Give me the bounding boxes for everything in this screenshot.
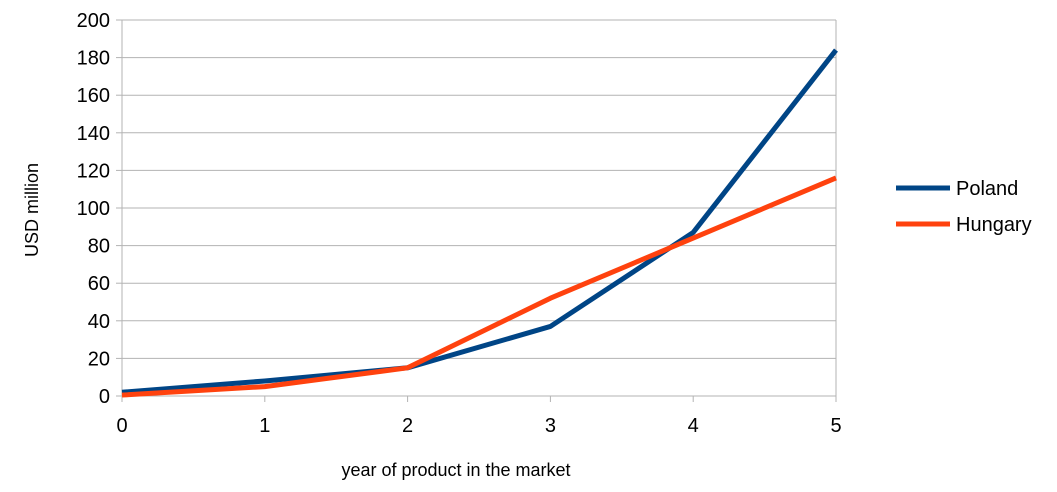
y-tick-label: 60: [88, 273, 110, 295]
gridlines: [122, 19, 836, 397]
series-line-poland: [121, 48, 838, 395]
y-tick-label: 0: [99, 386, 110, 408]
y-tick-label: 40: [88, 311, 110, 333]
x-tick-label: 5: [830, 415, 841, 437]
legend: Poland Hungary: [896, 178, 1032, 236]
x-axis-title: year of product in the market: [341, 460, 570, 480]
y-tick-label: 100: [77, 198, 110, 220]
x-tick-label: 4: [688, 415, 699, 437]
x-tick-label: 1: [259, 415, 270, 437]
y-tick-label: 80: [88, 236, 110, 258]
y-axis-title: USD million: [22, 163, 42, 257]
x-tick-label: 0: [116, 415, 127, 437]
x-tick-label: 3: [545, 415, 556, 437]
tick-labels: 0 20 40 60 80 100 120 140 160 180 200 0 1 2 3 4 5: [77, 10, 842, 437]
legend-label-poland: Poland: [956, 178, 1018, 200]
y-tick-label: 180: [77, 48, 110, 70]
legend-label-hungary: Hungary: [956, 214, 1032, 236]
y-tick-label: 120: [77, 160, 110, 182]
series-lines: [121, 48, 838, 398]
axes: [116, 19, 837, 402]
y-tick-label: 200: [77, 10, 110, 32]
x-tick-label: 2: [402, 415, 413, 437]
y-tick-label: 140: [77, 123, 110, 145]
series-line-hungary: [121, 175, 837, 398]
y-tick-label: 160: [77, 85, 110, 107]
y-tick-label: 20: [88, 348, 110, 370]
